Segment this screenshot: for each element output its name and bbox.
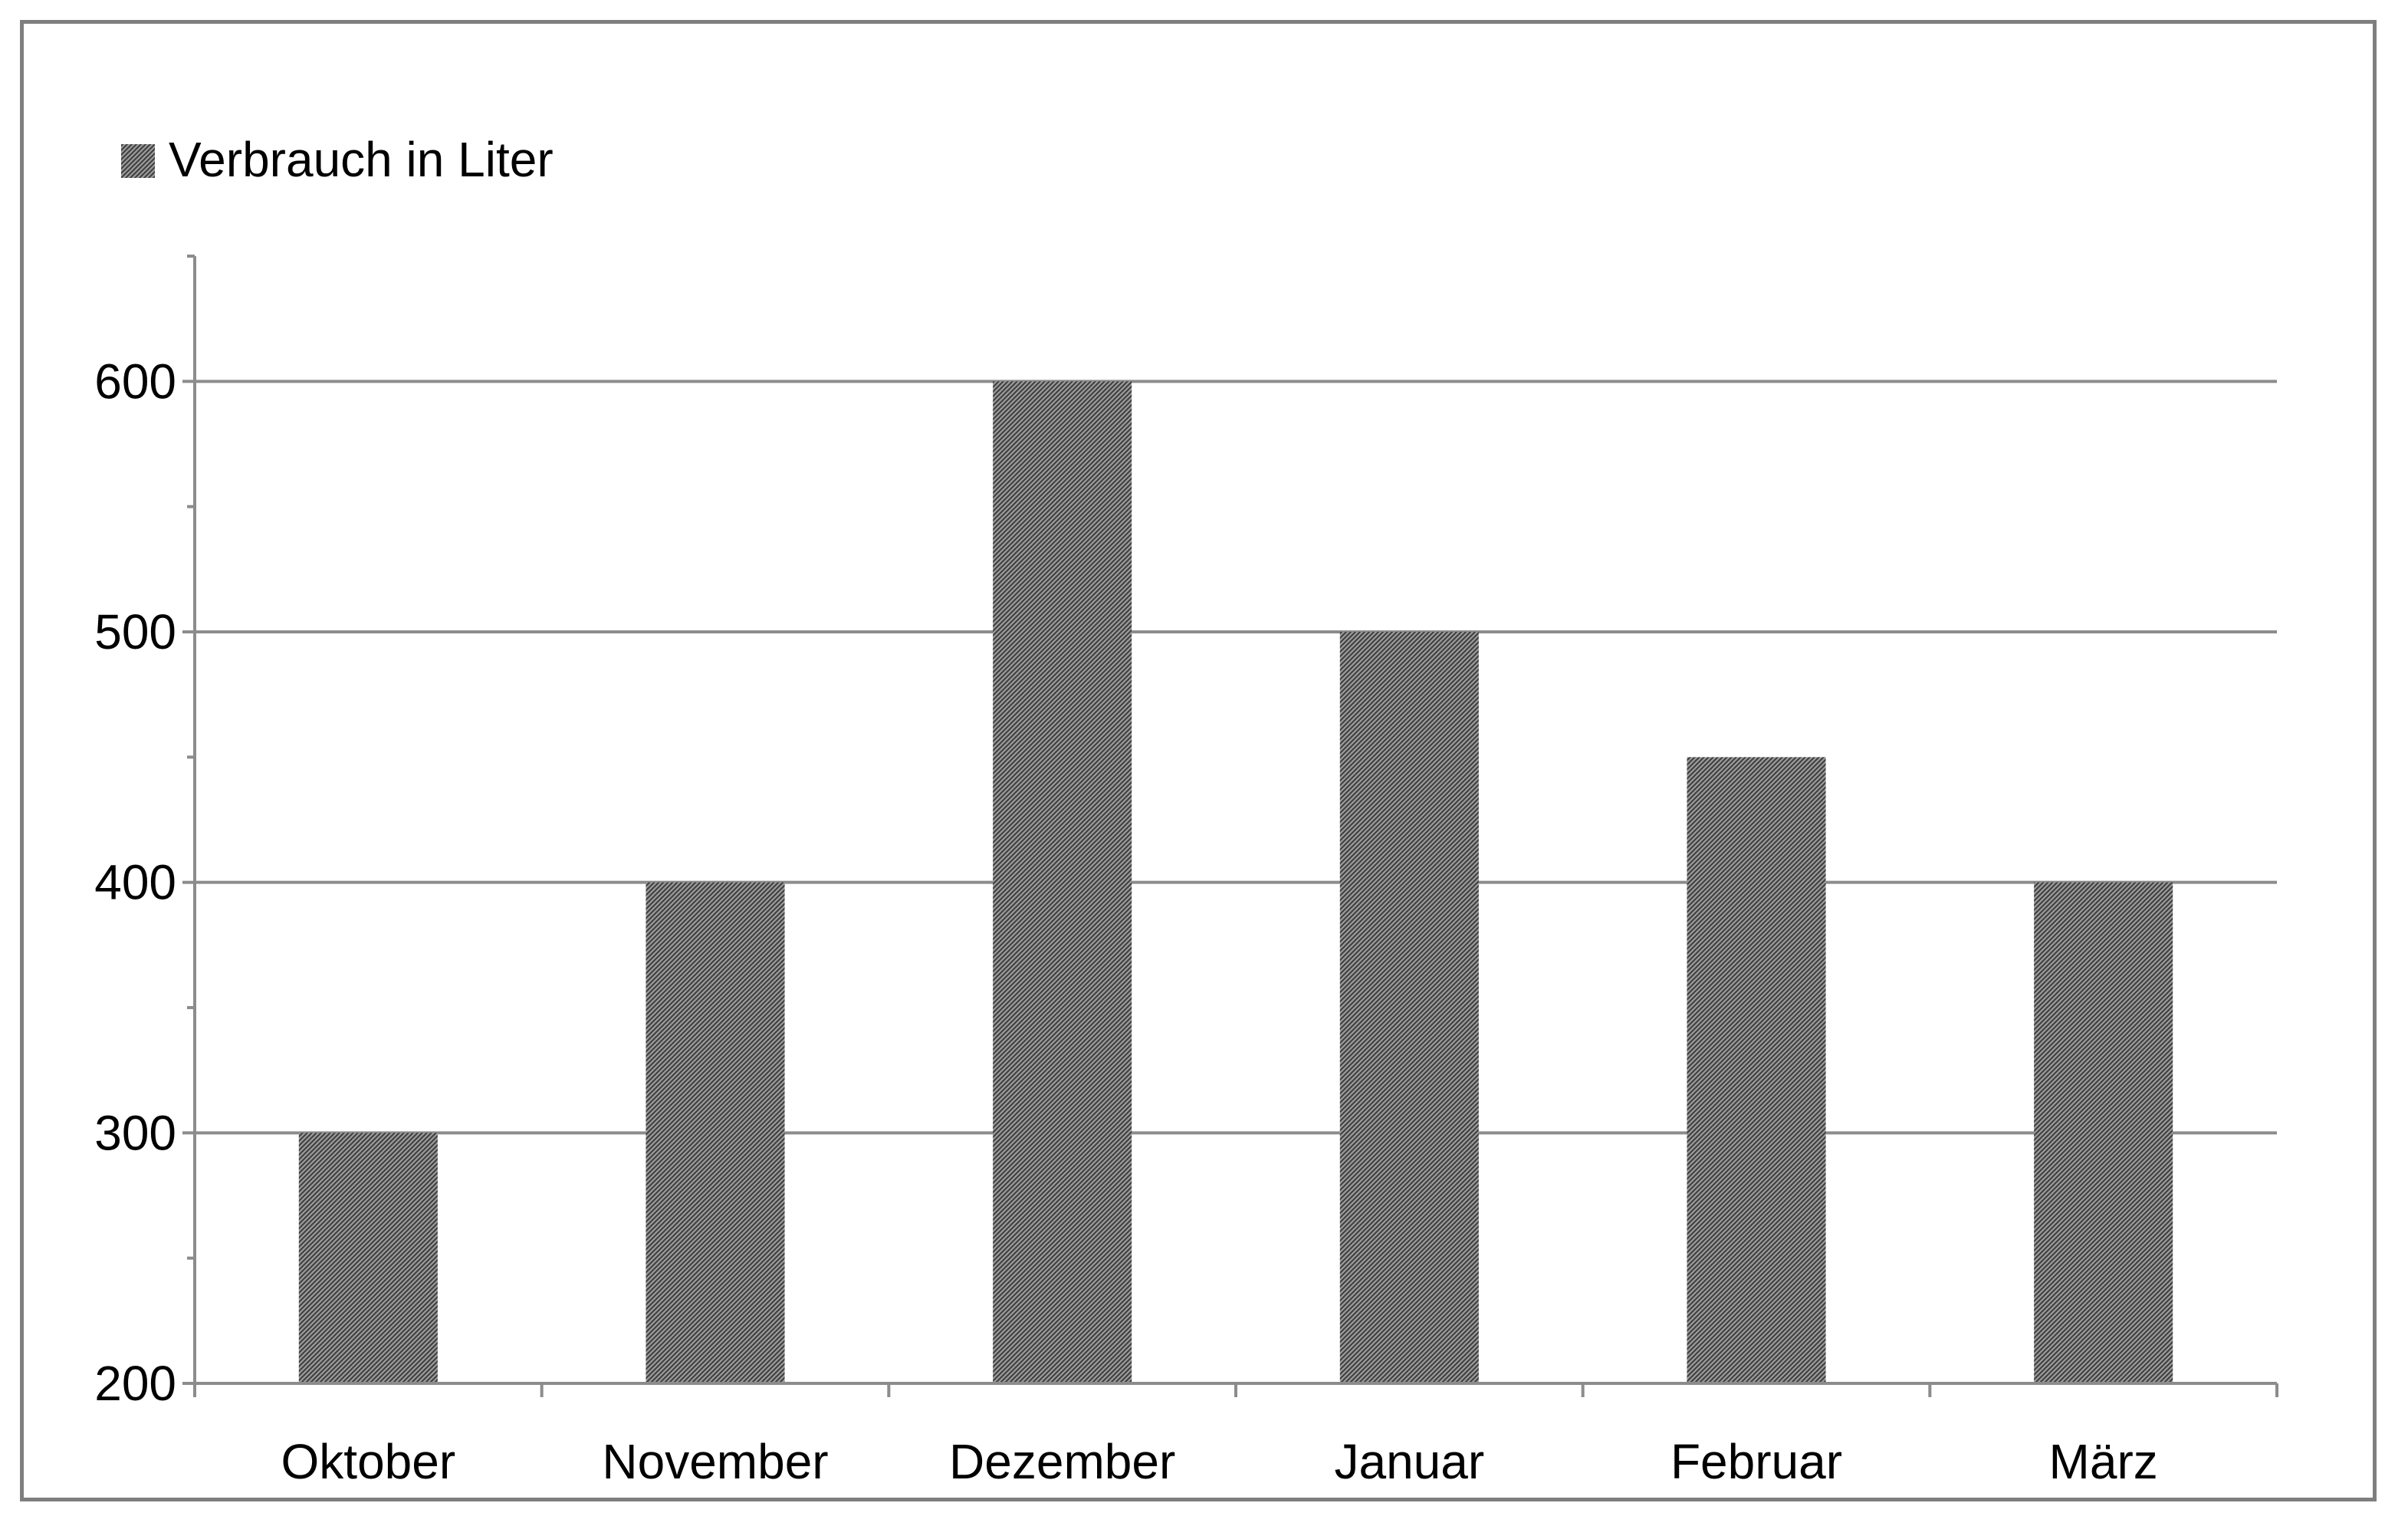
x-tick-label: Februar: [1670, 1434, 1842, 1489]
bar-oktober: [298, 1133, 438, 1383]
x-tick-label: November: [602, 1434, 828, 1489]
axes: [182, 255, 2278, 1397]
y-tick-label: 300: [94, 1105, 176, 1160]
bars: [298, 381, 2173, 1383]
x-tick-label: März: [2049, 1434, 2158, 1489]
x-tick-label: Dezember: [949, 1434, 1175, 1489]
legend-swatch: [121, 144, 155, 178]
legend-label: Verbrauch in Liter: [169, 132, 554, 187]
gridlines: [195, 380, 2277, 1135]
x-tick-label: Oktober: [281, 1434, 456, 1489]
y-tick-label: 200: [94, 1356, 176, 1411]
y-tick-label: 400: [94, 855, 176, 910]
legend: Verbrauch in Liter: [121, 132, 554, 187]
category-labels: Oktober November Dezember Januar Februar März: [281, 1434, 2158, 1489]
bar-januar: [1339, 632, 1479, 1383]
y-tick-label: 500: [94, 604, 176, 659]
bar-november: [646, 882, 785, 1383]
bar-dezember: [993, 381, 1132, 1383]
bar-februar: [1687, 757, 1826, 1383]
y-tick-labels: 200 300 400 500 600: [94, 354, 176, 1411]
bar-märz: [2034, 882, 2173, 1383]
y-tick-label: 600: [94, 354, 176, 409]
x-tick-label: Januar: [1334, 1434, 1484, 1489]
